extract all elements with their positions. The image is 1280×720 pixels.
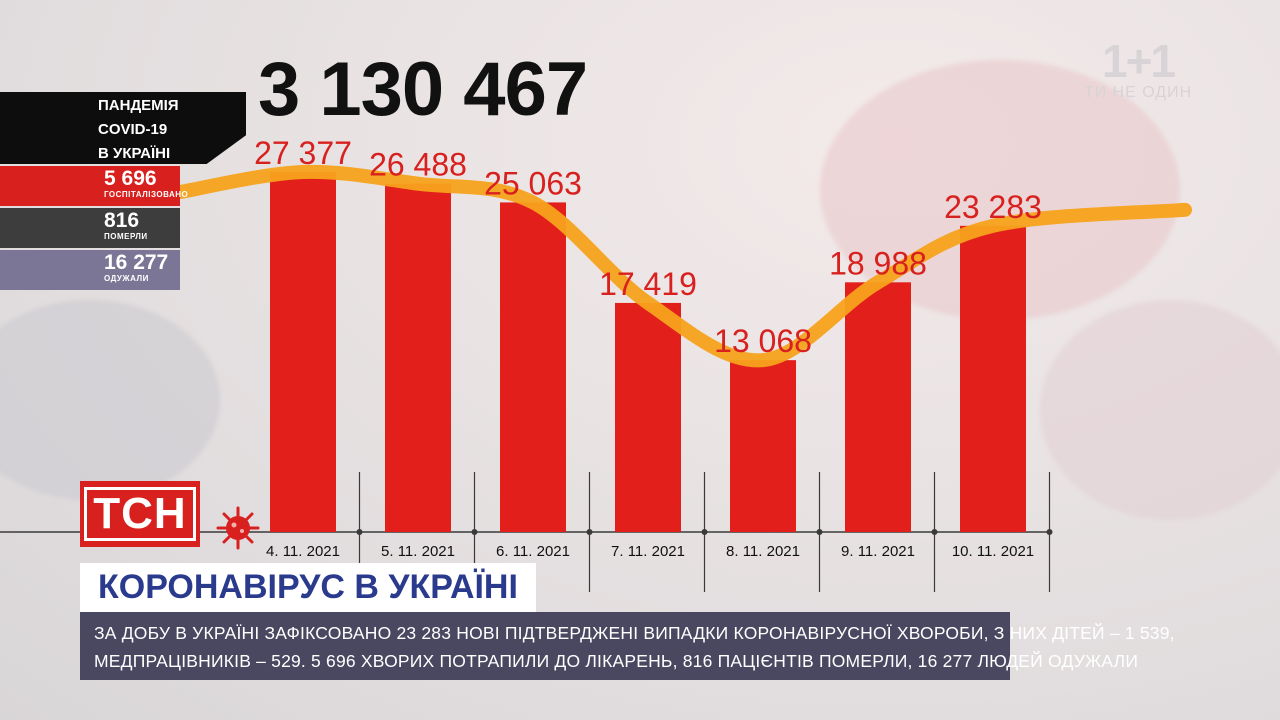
stat-recovered: 16 277 ОДУЖАЛИ — [0, 250, 180, 290]
axis-tick-dot — [356, 529, 363, 535]
bar — [615, 302, 681, 532]
channel-mark: 1+1 — [1101, 35, 1176, 87]
axis-tick-dot — [586, 529, 593, 535]
bar — [500, 202, 566, 532]
stat-value: 16 277 — [104, 251, 169, 274]
bar-value-label: 26 488 — [369, 147, 467, 183]
headline: КОРОНАВІРУС В УКРАЇНІ — [80, 563, 536, 612]
category-label: 6. 11. 2021 — [496, 543, 570, 560]
bar — [960, 225, 1026, 533]
ticker-line: ЗА ДОБУ В УКРАЇНІ ЗАФІКСОВАНО 23 283 НОВ… — [94, 623, 1175, 643]
total-cases: 3 130 467 — [258, 47, 588, 132]
stats-panel: ПАНДЕМІЯ COVID-19 В УКРАЇНІ 5 696 ГОСПІТ… — [0, 92, 246, 290]
ticker-line: МЕДПРАЦІВНИКІВ – 529. 5 696 ХВОРИХ ПОТРА… — [94, 651, 1139, 671]
news-ticker: ЗА ДОБУ В УКРАЇНІ ЗАФІКСОВАНО 23 283 НОВ… — [80, 612, 1175, 680]
bar-value-label: 13 068 — [714, 323, 812, 359]
stat-label: ПОМЕРЛИ — [104, 232, 148, 241]
stat-label: ОДУЖАЛИ — [104, 274, 149, 283]
axis-tick-dot — [1046, 529, 1053, 535]
bar — [385, 183, 451, 532]
panel-title-line: В УКРАЇНІ — [98, 145, 171, 162]
category-label: 9. 11. 2021 — [841, 543, 915, 560]
category-label: 4. 11. 2021 — [266, 543, 340, 560]
category-label: 10. 11. 2021 — [952, 543, 1034, 560]
bar — [730, 360, 796, 532]
channel-logo: 1+1 ТИ НЕ ОДИН — [1078, 38, 1198, 102]
bar-value-label: 23 283 — [944, 189, 1042, 225]
axis-tick-dot — [471, 529, 478, 535]
bar — [845, 282, 911, 532]
stat-hospitalized: 5 696 ГОСПІТАЛІЗОВАНО — [0, 166, 189, 206]
bar-value-label: 17 419 — [599, 266, 697, 302]
tsn-logo-text: ТСН — [84, 487, 196, 541]
tsn-logo: ТСН — [80, 481, 200, 547]
stat-died: 816 ПОМЕРЛИ — [0, 208, 180, 248]
panel-title-line: COVID-19 — [98, 121, 168, 138]
bar — [270, 172, 336, 532]
category-label: 8. 11. 2021 — [726, 543, 800, 560]
stat-value: 816 — [104, 209, 140, 232]
stat-value: 5 696 — [104, 167, 157, 190]
bar-value-label: 18 988 — [829, 245, 927, 281]
axis-tick-dot — [701, 529, 708, 535]
trend-line — [173, 164, 1192, 368]
stat-label: ГОСПІТАЛІЗОВАНО — [104, 190, 189, 199]
bar-value-label: 27 377 — [254, 135, 352, 171]
category-label: 5. 11. 2021 — [381, 543, 455, 560]
axis-tick-dot — [816, 529, 823, 535]
panel-title-line: ПАНДЕМІЯ — [98, 97, 179, 114]
axis-tick-dot — [931, 529, 938, 535]
panel-title: ПАНДЕМІЯ COVID-19 В УКРАЇНІ — [0, 92, 246, 164]
bar-value-label: 25 063 — [484, 165, 582, 201]
channel-slogan: ТИ НЕ ОДИН — [1083, 84, 1193, 101]
virus-icon — [216, 506, 260, 550]
category-label: 7. 11. 2021 — [611, 543, 685, 560]
